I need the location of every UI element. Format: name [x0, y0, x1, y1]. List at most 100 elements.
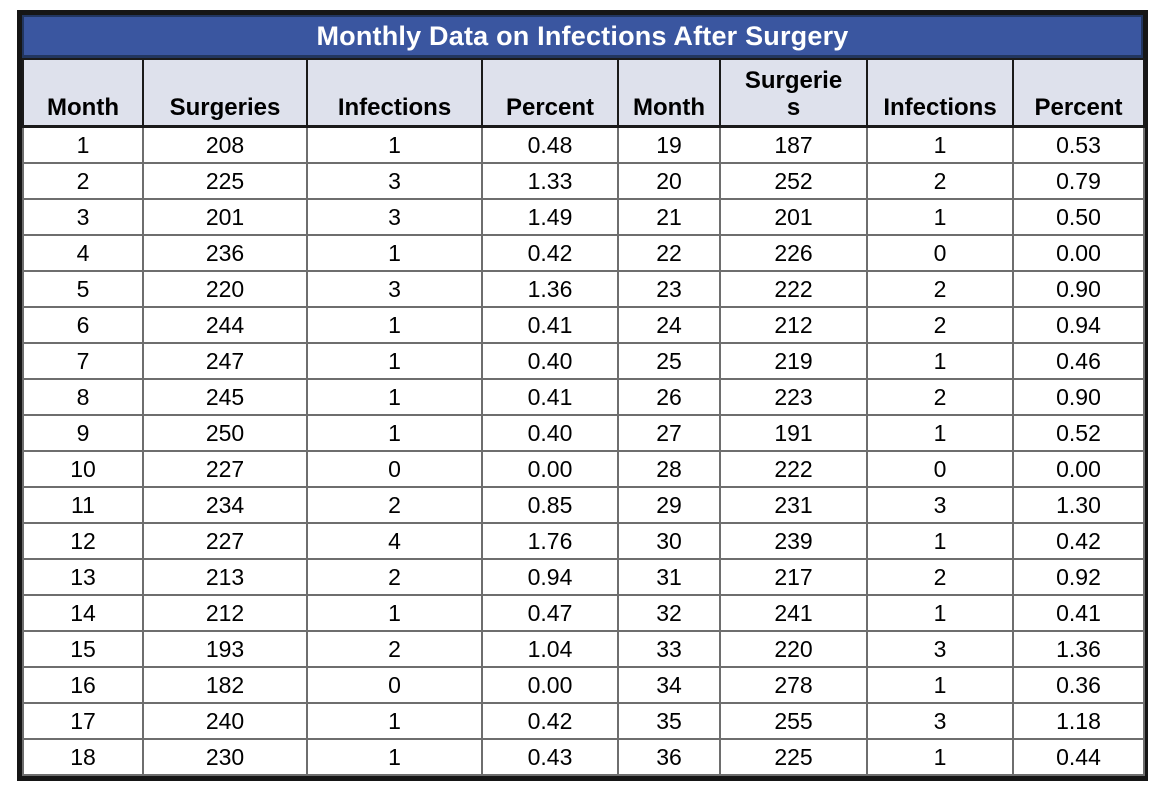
cell: 5: [22, 270, 144, 308]
cell: 1: [306, 234, 483, 272]
cell: 1: [866, 522, 1014, 560]
cell: 219: [719, 342, 868, 380]
cell: 2: [866, 270, 1014, 308]
cell: 0.92: [1012, 558, 1145, 596]
column-header: Infections: [866, 58, 1014, 128]
cell: 36: [617, 738, 721, 776]
cell: 23: [617, 270, 721, 308]
cell: 21: [617, 198, 721, 236]
cell: 24: [617, 306, 721, 344]
cell: 1: [306, 738, 483, 776]
cell: 231: [719, 486, 868, 524]
cell: 1: [866, 594, 1014, 632]
cell: 1.30: [1012, 486, 1145, 524]
cell: 252: [719, 162, 868, 200]
table-row: 13 213 2 0.94 31 217 2 0.92: [22, 558, 1145, 596]
column-header: Percent: [481, 58, 619, 128]
cell: 1: [306, 342, 483, 380]
cell: 0.00: [1012, 234, 1145, 272]
cell: 9: [22, 414, 144, 452]
cell: 213: [142, 558, 308, 596]
cell: 1.36: [1012, 630, 1145, 668]
cell: 0.79: [1012, 162, 1145, 200]
table-row: 9 250 1 0.40 27 191 1 0.52: [22, 414, 1145, 452]
cell: 14: [22, 594, 144, 632]
cell: 1.18: [1012, 702, 1145, 740]
cell: 0.53: [1012, 125, 1145, 164]
cell: 0.90: [1012, 270, 1145, 308]
cell: 1: [306, 594, 483, 632]
column-header: Surgerie s: [719, 58, 868, 128]
cell: 226: [719, 234, 868, 272]
cell: 7: [22, 342, 144, 380]
table-row: 5 220 3 1.36 23 222 2 0.90: [22, 270, 1145, 308]
cell: 1: [866, 414, 1014, 452]
cell: 223: [719, 378, 868, 416]
cell: 1: [306, 414, 483, 452]
data-table: Month Surgeries Infections Percent Month Surg…: [22, 58, 1145, 776]
table-row: 18 230 1 0.43 36 225 1 0.44: [22, 738, 1145, 776]
cell: 0.42: [1012, 522, 1145, 560]
cell: 0.44: [1012, 738, 1145, 776]
cell: 0: [866, 234, 1014, 272]
cell: 1: [306, 125, 483, 164]
cell: 0.00: [481, 450, 619, 488]
cell: 212: [719, 306, 868, 344]
cell: 236: [142, 234, 308, 272]
cell: 1.36: [481, 270, 619, 308]
infections-table-figure: Monthly Data on Infections After Surgery…: [17, 10, 1148, 781]
cell: 29: [617, 486, 721, 524]
cell: 2: [866, 162, 1014, 200]
cell: 182: [142, 666, 308, 704]
header-row: Month Surgeries Infections Percent Month Surg…: [22, 58, 1145, 128]
column-header: Month: [617, 58, 721, 128]
cell: 0: [866, 450, 1014, 488]
cell: 227: [142, 522, 308, 560]
cell: 3: [866, 630, 1014, 668]
table-row: 3 201 3 1.49 21 201 1 0.50: [22, 198, 1145, 236]
cell: 0.85: [481, 486, 619, 524]
cell: 278: [719, 666, 868, 704]
cell: 0.46: [1012, 342, 1145, 380]
cell: 1: [306, 702, 483, 740]
cell: 1: [866, 125, 1014, 164]
cell: 0: [306, 450, 483, 488]
cell: 0.40: [481, 342, 619, 380]
cell: 33: [617, 630, 721, 668]
cell: 31: [617, 558, 721, 596]
cell: 191: [719, 414, 868, 452]
cell: 222: [719, 450, 868, 488]
cell: 247: [142, 342, 308, 380]
cell: 3: [22, 198, 144, 236]
cell: 245: [142, 378, 308, 416]
cell: 32: [617, 594, 721, 632]
cell: 201: [142, 198, 308, 236]
cell: 18: [22, 738, 144, 776]
cell: 1: [22, 125, 144, 164]
cell: 6: [22, 306, 144, 344]
table-row: 17 240 1 0.42 35 255 3 1.18: [22, 702, 1145, 740]
table-body: 1 208 1 0.48 19 187 1 0.53 2 225 3 1.33 20 252 2 0.79 3 2…: [22, 125, 1145, 776]
cell: 0.36: [1012, 666, 1145, 704]
cell: 255: [719, 702, 868, 740]
cell: 12: [22, 522, 144, 560]
cell: 0.41: [481, 306, 619, 344]
cell: 10: [22, 450, 144, 488]
cell: 13: [22, 558, 144, 596]
cell: 4: [22, 234, 144, 272]
cell: 0.42: [481, 234, 619, 272]
cell: 3: [866, 486, 1014, 524]
cell: 0.52: [1012, 414, 1145, 452]
cell: 225: [142, 162, 308, 200]
cell: 1: [866, 342, 1014, 380]
cell: 0.41: [481, 378, 619, 416]
cell: 22: [617, 234, 721, 272]
cell: 220: [719, 630, 868, 668]
cell: 26: [617, 378, 721, 416]
table-row: 8 245 1 0.41 26 223 2 0.90: [22, 378, 1145, 416]
cell: 8: [22, 378, 144, 416]
cell: 11: [22, 486, 144, 524]
cell: 25: [617, 342, 721, 380]
cell: 0.50: [1012, 198, 1145, 236]
cell: 222: [719, 270, 868, 308]
